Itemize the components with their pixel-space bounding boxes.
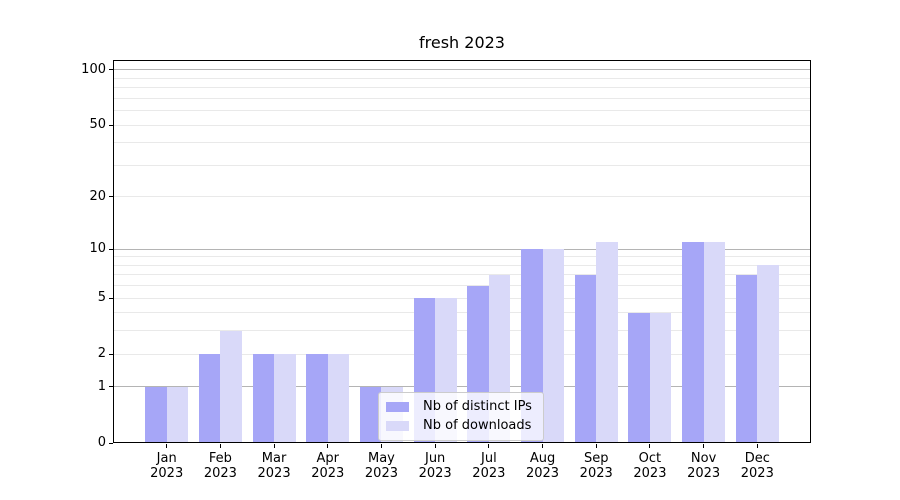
bar-downloads: [220, 330, 242, 443]
gridline-minor: [113, 110, 811, 112]
bar-downloads: [542, 249, 564, 443]
gridline-minor: [113, 264, 811, 266]
gridline-minor: [113, 256, 811, 258]
gridline-minor: [113, 196, 811, 198]
legend-item-downloads: Nb of downloads: [386, 417, 532, 434]
y-tick: [109, 386, 113, 388]
legend: Nb of distinct IPs Nb of downloads: [378, 392, 544, 441]
x-tick: [434, 444, 436, 448]
gridline-minor: [113, 87, 811, 89]
gridline-minor: [113, 77, 811, 79]
y-tick: [109, 353, 113, 355]
x-tick: [595, 444, 597, 448]
y-tick-label: 1: [97, 378, 106, 394]
bar-downloads: [327, 354, 350, 443]
bar-distinct-ips: [628, 312, 650, 443]
bar-downloads: [596, 242, 618, 443]
bar-distinct-ips: [735, 274, 758, 443]
x-tick: [756, 444, 758, 448]
gridline-major: [113, 386, 811, 388]
bar-distinct-ips: [574, 274, 597, 443]
gridline-minor: [113, 330, 811, 332]
y-tick-label: 50: [89, 117, 106, 133]
gridline-minor: [113, 164, 811, 166]
x-tick-label: Nov 2023: [687, 451, 721, 481]
gridline-minor: [113, 312, 811, 314]
bar-downloads: [166, 386, 189, 443]
x-tick-label: Jun 2023: [418, 451, 452, 481]
gridline-minor: [113, 274, 811, 276]
x-tick: [703, 444, 705, 448]
x-tick-label: Jan 2023: [150, 451, 184, 481]
bar-downloads: [703, 242, 726, 443]
y-tick: [109, 297, 113, 299]
x-tick-label: Mar 2023: [257, 451, 291, 481]
chart-title: fresh 2023: [419, 33, 505, 52]
x-tick-label: May 2023: [364, 451, 398, 481]
x-tick: [166, 444, 168, 448]
y-tick-label: 20: [89, 188, 106, 204]
y-tick-label: 100: [81, 61, 106, 77]
x-tick: [542, 444, 544, 448]
bar-distinct-ips: [306, 354, 328, 443]
x-tick: [649, 444, 651, 448]
x-tick-label: Aug 2023: [525, 451, 560, 481]
legend-swatch-downloads: [386, 420, 409, 431]
x-tick: [273, 444, 275, 448]
gridline-minor: [113, 285, 811, 287]
x-tick: [219, 444, 221, 448]
y-tick: [109, 69, 113, 71]
bar-downloads: [274, 354, 296, 443]
y-tick-label: 2: [97, 346, 106, 362]
y-tick: [109, 196, 113, 198]
bar-distinct-ips: [359, 386, 382, 443]
gridline-minor: [113, 297, 811, 299]
bar-downloads: [757, 265, 779, 443]
x-tick-label: Sep 2023: [579, 451, 613, 481]
gridline-minor: [113, 97, 811, 99]
bar-distinct-ips: [682, 242, 704, 443]
gridline-minor: [113, 124, 811, 126]
legend-item-distinct-ips: Nb of distinct IPs: [386, 398, 532, 415]
bar-distinct-ips: [198, 354, 221, 443]
gridline-minor: [113, 142, 811, 144]
plot-area: Nb of distinct IPs Nb of downloads: [113, 60, 811, 443]
y-tick: [109, 248, 113, 250]
x-tick-label: Apr 2023: [311, 451, 345, 481]
gridline-major: [113, 69, 811, 71]
legend-label-downloads: Nb of downloads: [423, 418, 532, 433]
gridline-major: [113, 248, 811, 250]
bar-distinct-ips: [145, 386, 167, 443]
y-tick: [109, 124, 113, 126]
legend-label-distinct-ips: Nb of distinct IPs: [423, 399, 532, 414]
legend-swatch-distinct-ips: [386, 401, 409, 412]
x-tick-label: Oct 2023: [633, 451, 667, 481]
x-tick-label: Feb 2023: [203, 451, 237, 481]
y-tick-label: 10: [89, 241, 106, 257]
x-tick: [327, 444, 329, 448]
gridline-minor: [113, 353, 811, 355]
x-tick: [488, 444, 490, 448]
x-tick-label: Dec 2023: [740, 451, 774, 481]
y-tick-label: 0: [97, 435, 106, 450]
bar-distinct-ips: [252, 354, 275, 443]
y-tick-label: 5: [97, 290, 106, 306]
y-tick: [109, 442, 113, 444]
bar-downloads: [649, 312, 672, 443]
x-tick: [380, 444, 382, 448]
x-tick-label: Jul 2023: [472, 451, 506, 481]
